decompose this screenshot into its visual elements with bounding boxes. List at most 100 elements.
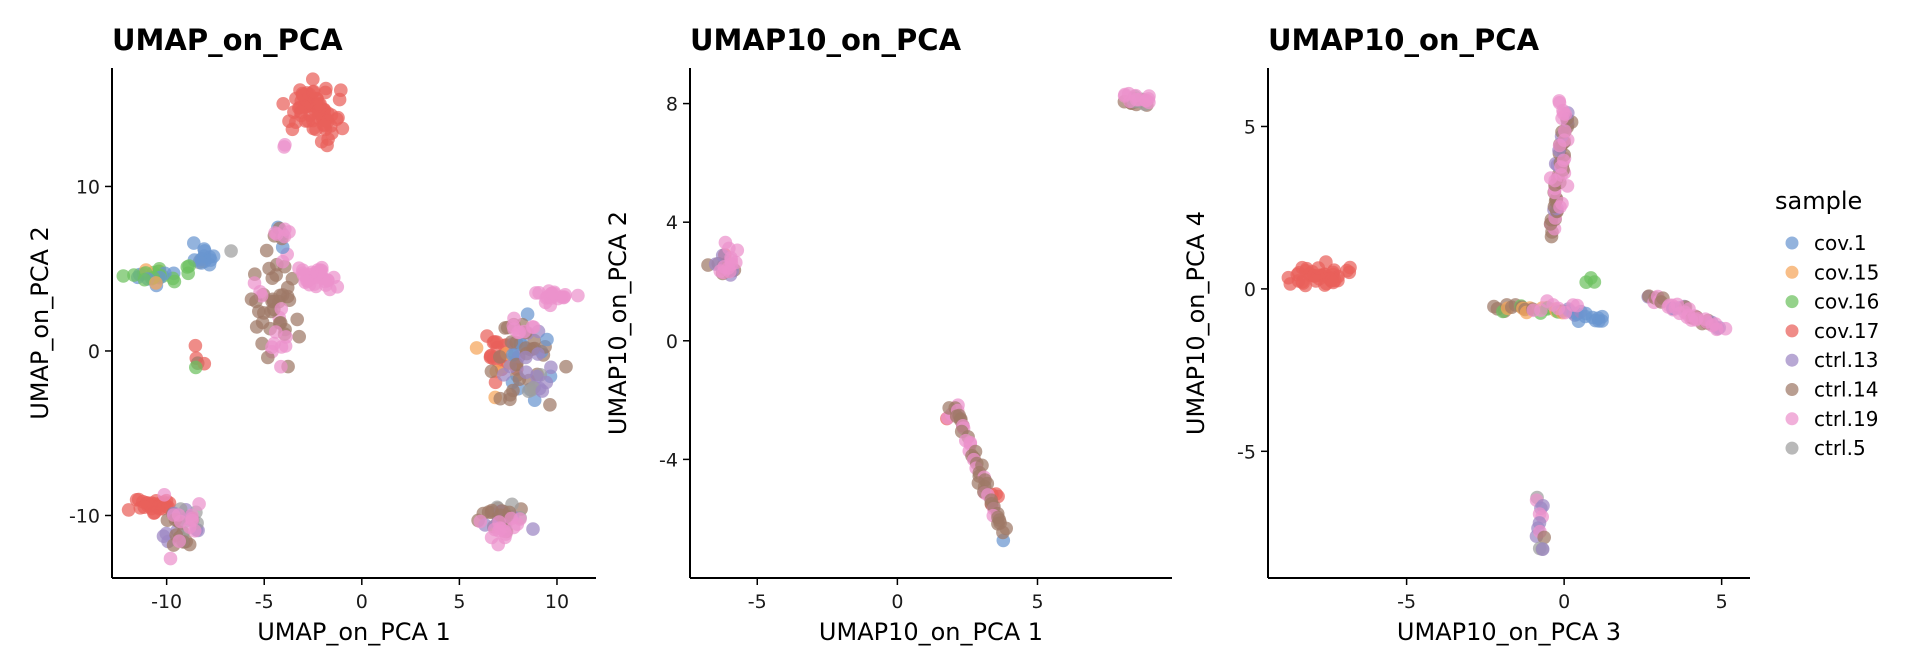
data-point [295, 88, 310, 102]
legend-swatch [1785, 383, 1799, 396]
data-point [335, 121, 350, 136]
data-point [492, 524, 506, 538]
data-point [1579, 275, 1593, 290]
data-point [518, 350, 533, 365]
data-point [504, 335, 519, 349]
data-point [317, 118, 332, 133]
legend-swatch [1785, 295, 1799, 309]
data-point [469, 341, 484, 355]
data-point [1552, 94, 1566, 108]
y-tick-label: 5 [1244, 116, 1256, 138]
data-point [300, 273, 314, 288]
x-tick-label: 5 [1031, 591, 1043, 613]
data-point [486, 335, 501, 350]
data-point [274, 340, 289, 354]
legend-swatch [1785, 441, 1799, 455]
x-tick-label: 0 [1558, 591, 1570, 613]
data-point [188, 338, 203, 353]
data-point [507, 322, 521, 336]
data-point [1141, 92, 1156, 106]
legend-swatch [1785, 412, 1799, 426]
data-points [1281, 94, 1733, 556]
legend-item: ctrl.14 [1785, 378, 1878, 402]
data-point [724, 257, 739, 272]
data-point [274, 302, 289, 316]
x-tick-label: -5 [255, 591, 274, 613]
y-axis-label: UMAP10_on_PCA 4 [1182, 211, 1210, 435]
x-tick-label: -5 [1397, 591, 1416, 613]
y-tick-label: -4 [659, 449, 678, 471]
legend-item: ctrl.5 [1785, 436, 1866, 460]
data-point [116, 269, 131, 283]
data-point [269, 325, 283, 339]
data-point [312, 103, 326, 118]
x-tick-label: 0 [356, 591, 368, 613]
data-point [265, 340, 279, 355]
data-point [171, 508, 186, 522]
legend-swatch [1785, 236, 1799, 250]
chart-title: UMAP10_on_PCA [1268, 23, 1540, 57]
panel-2: UMAP10_on_PCA -5 0 5 -4 0 4 8 UMAP10_on_PCA 1 UMA… [604, 23, 1172, 646]
data-point [1535, 542, 1550, 556]
data-point [1298, 278, 1313, 293]
data-point [319, 81, 333, 96]
legend-swatch [1785, 353, 1799, 367]
data-point [519, 365, 533, 380]
y-tick-label: 8 [666, 94, 678, 116]
data-point [259, 243, 274, 258]
data-point [180, 260, 195, 274]
x-tick-label: 5 [1716, 591, 1728, 613]
data-point [273, 288, 287, 303]
x-axis-label: UMAP_on_PCA 1 [257, 618, 451, 646]
chart-title: UMAP10_on_PCA [690, 23, 962, 57]
data-point [306, 121, 321, 136]
data-point [270, 227, 284, 241]
data-point [493, 350, 507, 364]
data-point [314, 134, 329, 149]
data-point [1556, 106, 1571, 121]
data-point [1537, 530, 1551, 545]
data-point [509, 357, 524, 372]
data-point [185, 513, 199, 528]
data-point [127, 268, 141, 282]
legend-label: ctrl.14 [1814, 378, 1878, 402]
y-tick-label: 0 [88, 341, 100, 363]
data-point [1558, 124, 1572, 138]
data-point [571, 288, 585, 303]
x-tick-label: 10 [545, 591, 569, 613]
legend-label: ctrl.19 [1814, 407, 1878, 431]
data-point [144, 499, 158, 513]
data-point [496, 368, 511, 382]
data-point [559, 359, 573, 374]
y-tick-label: -5 [1237, 441, 1256, 463]
data-point [289, 115, 303, 129]
data-point [255, 315, 270, 330]
data-point [274, 359, 288, 374]
data-point [290, 312, 305, 327]
data-point [269, 268, 284, 282]
data-point [1595, 309, 1609, 324]
data-point [529, 286, 543, 300]
data-point [244, 292, 259, 307]
data-point [484, 364, 499, 379]
data-point [1311, 261, 1326, 275]
data-point [718, 235, 733, 250]
legend-item: cov.17 [1785, 319, 1879, 343]
legend-label: ctrl.13 [1814, 348, 1878, 372]
legend-label: cov.17 [1814, 319, 1879, 343]
data-point [1340, 263, 1354, 278]
data-point [224, 244, 238, 258]
data-points [701, 86, 1156, 548]
data-point [121, 503, 136, 517]
legend-swatch [1785, 265, 1799, 279]
legend-swatch [1785, 324, 1799, 338]
data-point [306, 72, 320, 86]
legend-title: sample [1775, 187, 1862, 215]
y-axis-label: UMAP_on_PCA 2 [26, 226, 54, 420]
data-point [192, 497, 206, 511]
y-tick-label: 0 [666, 331, 678, 353]
data-point [319, 278, 333, 292]
legend: sample cov.1 cov.15 cov.16 cov.17 ctrl.13 ctr… [1775, 187, 1879, 460]
data-point [1570, 298, 1584, 313]
y-tick-label: 10 [76, 176, 100, 198]
